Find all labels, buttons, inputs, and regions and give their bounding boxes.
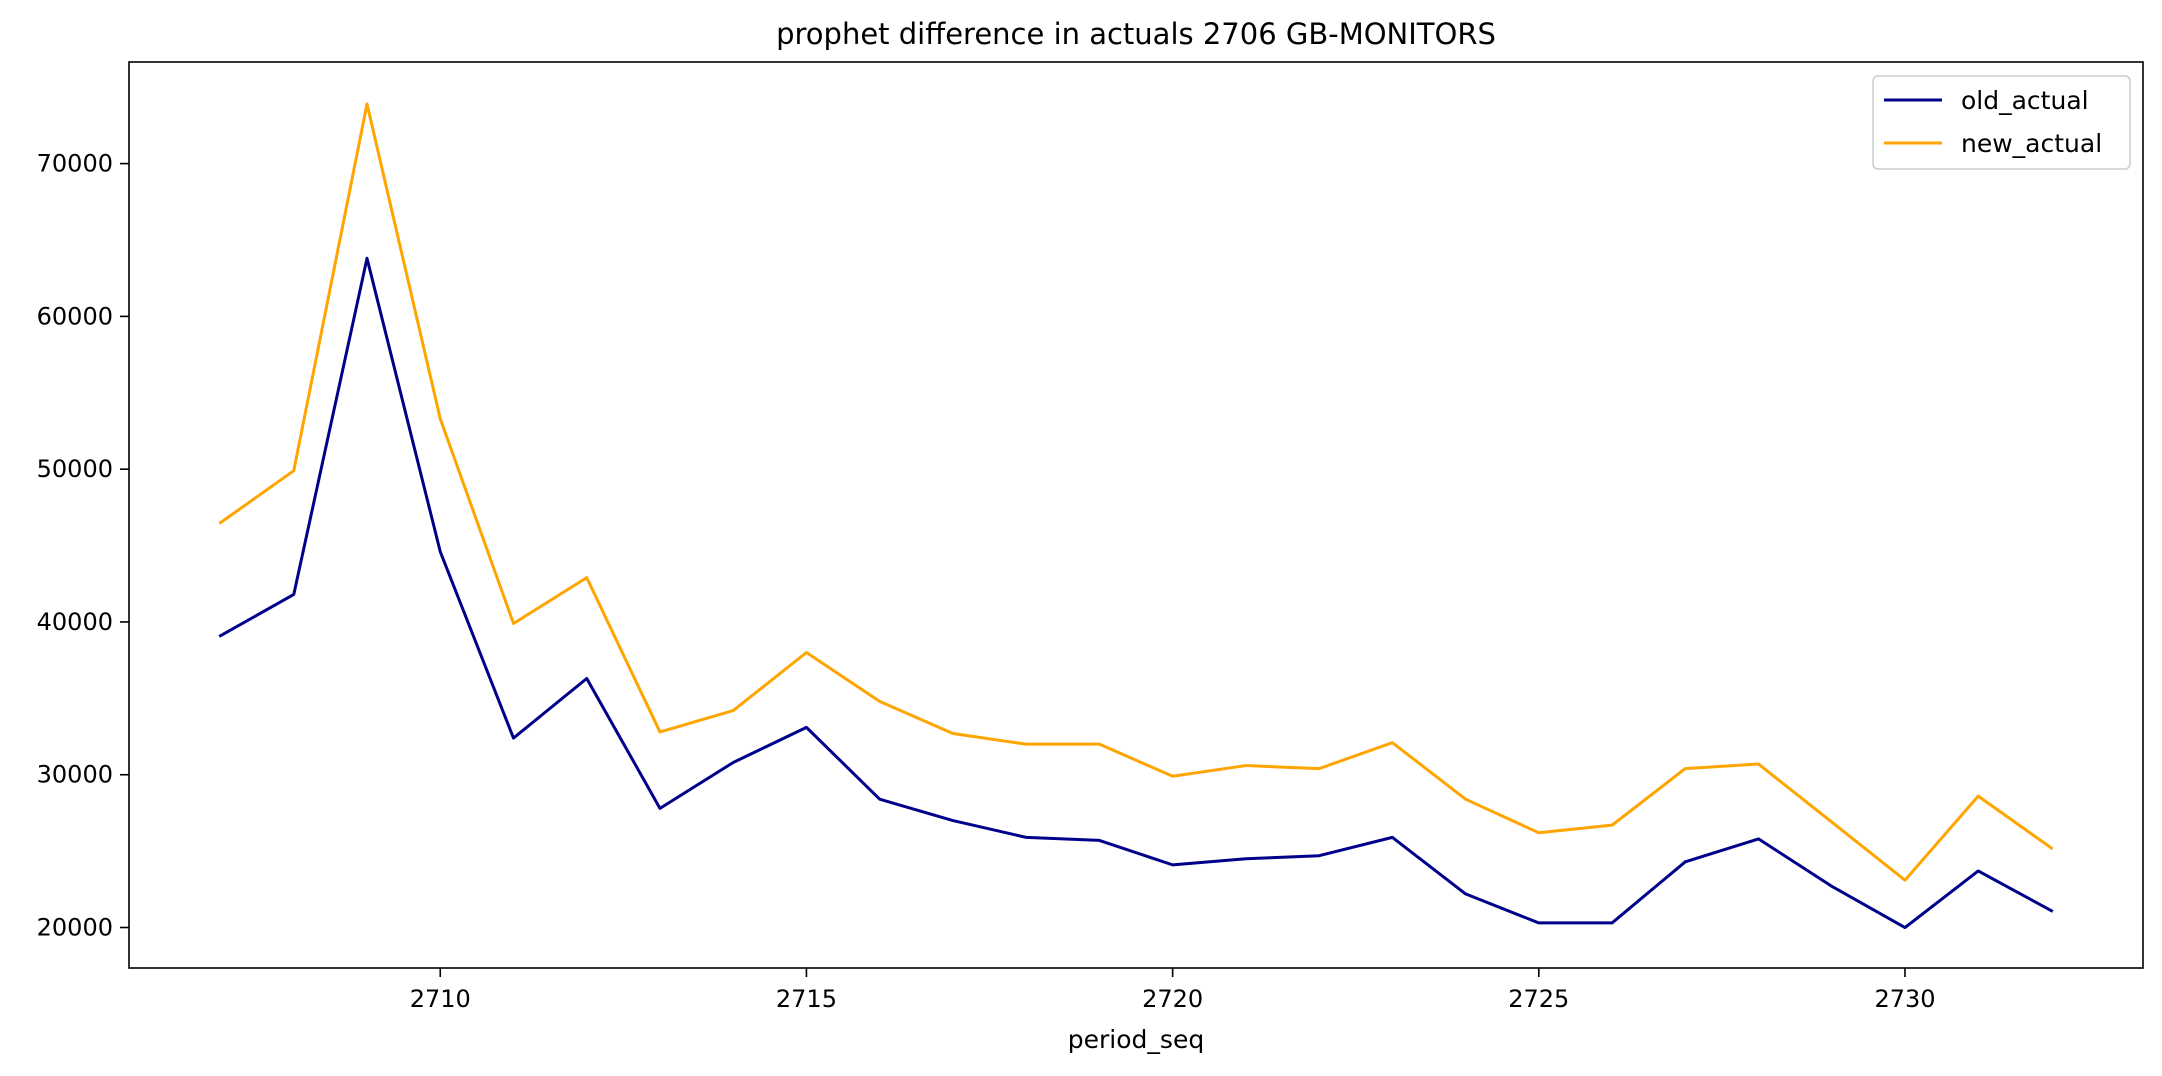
x-axis: 2710 2715 2720 2725 2730 (410, 968, 1936, 1013)
legend: old_actual new_actual (1872, 75, 2131, 170)
y-tick-label: 20000 (37, 914, 113, 942)
x-tick-label: 2720 (1142, 985, 1203, 1013)
x-tick-label: 2725 (1508, 985, 1569, 1013)
y-axis: 20000 30000 40000 50000 60000 70000 (37, 150, 129, 942)
x-tick-label: 2715 (776, 985, 837, 1013)
series-line-old-actual (218, 256, 2054, 930)
plot-frame (128, 61, 2144, 969)
x-tick-label: 2710 (410, 985, 471, 1013)
chart-title: prophet difference in actuals 2706 GB-MO… (776, 17, 1496, 51)
legend-label-new-actual: new_actual (1961, 129, 2102, 158)
y-tick-label: 40000 (37, 608, 113, 636)
x-tick-label: 2730 (1874, 985, 1935, 1013)
y-tick-label: 70000 (37, 150, 113, 178)
x-axis-title: period_seq (1068, 1025, 1204, 1054)
y-tick-label: 60000 (37, 302, 113, 330)
legend-label-old-actual: old_actual (1961, 86, 2089, 115)
y-tick-label: 50000 (37, 455, 113, 483)
y-tick-label: 30000 (37, 761, 113, 789)
series-layer (218, 102, 2054, 930)
series-line-new-actual (218, 102, 2054, 882)
